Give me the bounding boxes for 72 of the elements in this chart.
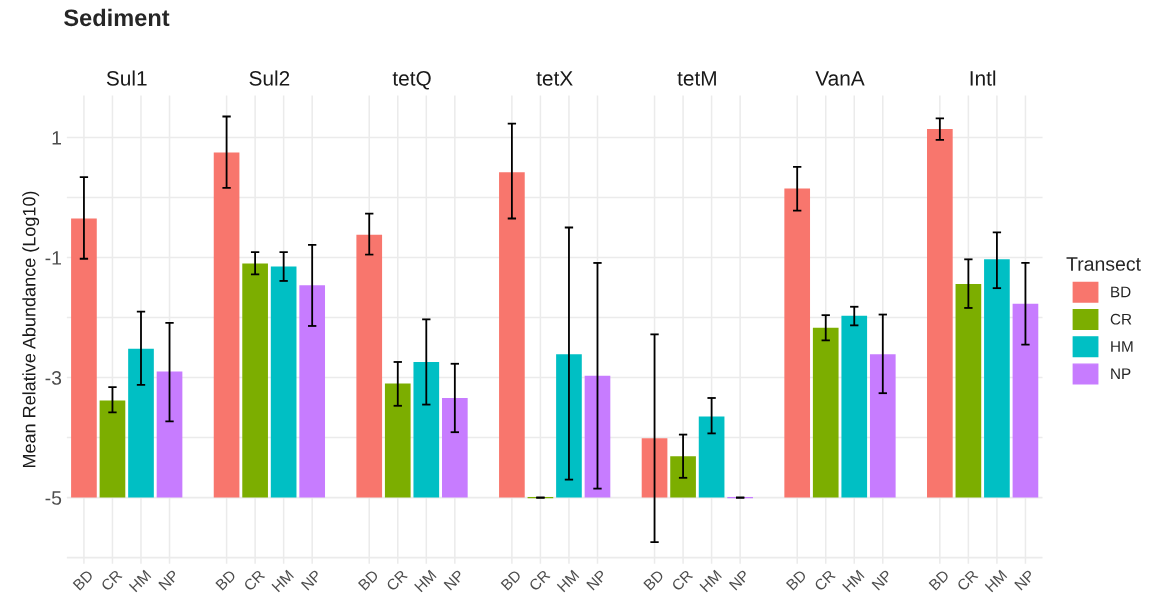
legend-label: HM bbox=[1111, 341, 1133, 352]
x-tick-label: BD bbox=[500, 569, 522, 591]
y-tick-label: -5 bbox=[45, 491, 62, 505]
legend-title: Transect bbox=[1066, 257, 1141, 271]
x-tick-label: CR bbox=[813, 569, 836, 592]
x-tick-label: BD bbox=[215, 569, 237, 591]
bar bbox=[812, 327, 839, 498]
bar bbox=[841, 315, 868, 498]
bar bbox=[869, 354, 896, 498]
legend-label: BD bbox=[1111, 286, 1131, 298]
bar bbox=[641, 438, 668, 498]
x-tick-label: NP bbox=[586, 569, 608, 591]
chart-title: Sediment bbox=[64, 8, 170, 27]
bar bbox=[99, 400, 126, 498]
text: Sul1 bbox=[106, 70, 147, 86]
x-tick-label: HM bbox=[271, 569, 294, 593]
bar bbox=[955, 283, 982, 498]
x-tick-label: NP bbox=[871, 569, 893, 591]
x-tick-label: BD bbox=[357, 569, 380, 591]
x-tick-label: CR bbox=[100, 569, 123, 592]
x-tick-label: HM bbox=[128, 569, 152, 593]
bar bbox=[984, 259, 1010, 498]
bar bbox=[556, 354, 582, 498]
x-tick-label: CR bbox=[956, 569, 979, 592]
bar bbox=[499, 172, 525, 498]
y-tick-label: 1 bbox=[52, 131, 62, 145]
bar bbox=[356, 234, 383, 498]
text: Sul2 bbox=[249, 70, 290, 86]
bar bbox=[413, 361, 440, 498]
x-tick-label: BD bbox=[72, 569, 94, 591]
x-tick-label: CR bbox=[243, 569, 266, 592]
x-tick-label: HM bbox=[842, 569, 865, 593]
text: VanA bbox=[815, 71, 865, 86]
bar bbox=[584, 375, 611, 498]
x-tick-label: BD bbox=[928, 569, 950, 591]
x-tick-label: HM bbox=[699, 569, 722, 593]
bar bbox=[270, 266, 297, 498]
bar bbox=[299, 285, 326, 498]
text: tetM bbox=[677, 71, 716, 86]
x-tick-label: HM bbox=[414, 569, 437, 593]
bar bbox=[670, 456, 696, 498]
y-tick-label: -3 bbox=[45, 371, 62, 385]
y-axis-title: Mean Relative Abundance (Log10) bbox=[22, 191, 40, 468]
bar bbox=[698, 416, 725, 498]
bar bbox=[441, 397, 468, 498]
x-tick-label: CR bbox=[671, 569, 694, 592]
x-tick-label: BD bbox=[785, 569, 807, 591]
legend-label: CR bbox=[1110, 313, 1132, 325]
x-tick-label: NP bbox=[1014, 569, 1036, 591]
bar bbox=[927, 129, 953, 498]
bar bbox=[242, 263, 268, 498]
x-tick-label: NP bbox=[728, 569, 750, 591]
y-tick-label: -1 bbox=[45, 251, 62, 265]
bar bbox=[213, 152, 240, 498]
bar bbox=[384, 383, 411, 498]
bar bbox=[156, 371, 183, 498]
x-tick-label: NP bbox=[158, 569, 180, 591]
x-tick-label: HM bbox=[556, 569, 580, 593]
text: Intl bbox=[970, 70, 996, 86]
x-tick-label: CR bbox=[528, 569, 551, 592]
bar bbox=[71, 218, 97, 498]
bar bbox=[128, 348, 154, 498]
x-tick-label: HM bbox=[984, 569, 1008, 593]
bar bbox=[784, 188, 811, 498]
x-tick-label: BD bbox=[643, 569, 665, 591]
bar bbox=[1012, 303, 1039, 498]
x-tick-label: NP bbox=[300, 569, 322, 591]
text: tetQ bbox=[392, 70, 431, 90]
x-tick-label: CR bbox=[385, 569, 408, 592]
text: tetX bbox=[536, 71, 573, 86]
x-tick-label: NP bbox=[443, 569, 465, 591]
legend-label: NP bbox=[1111, 368, 1131, 379]
